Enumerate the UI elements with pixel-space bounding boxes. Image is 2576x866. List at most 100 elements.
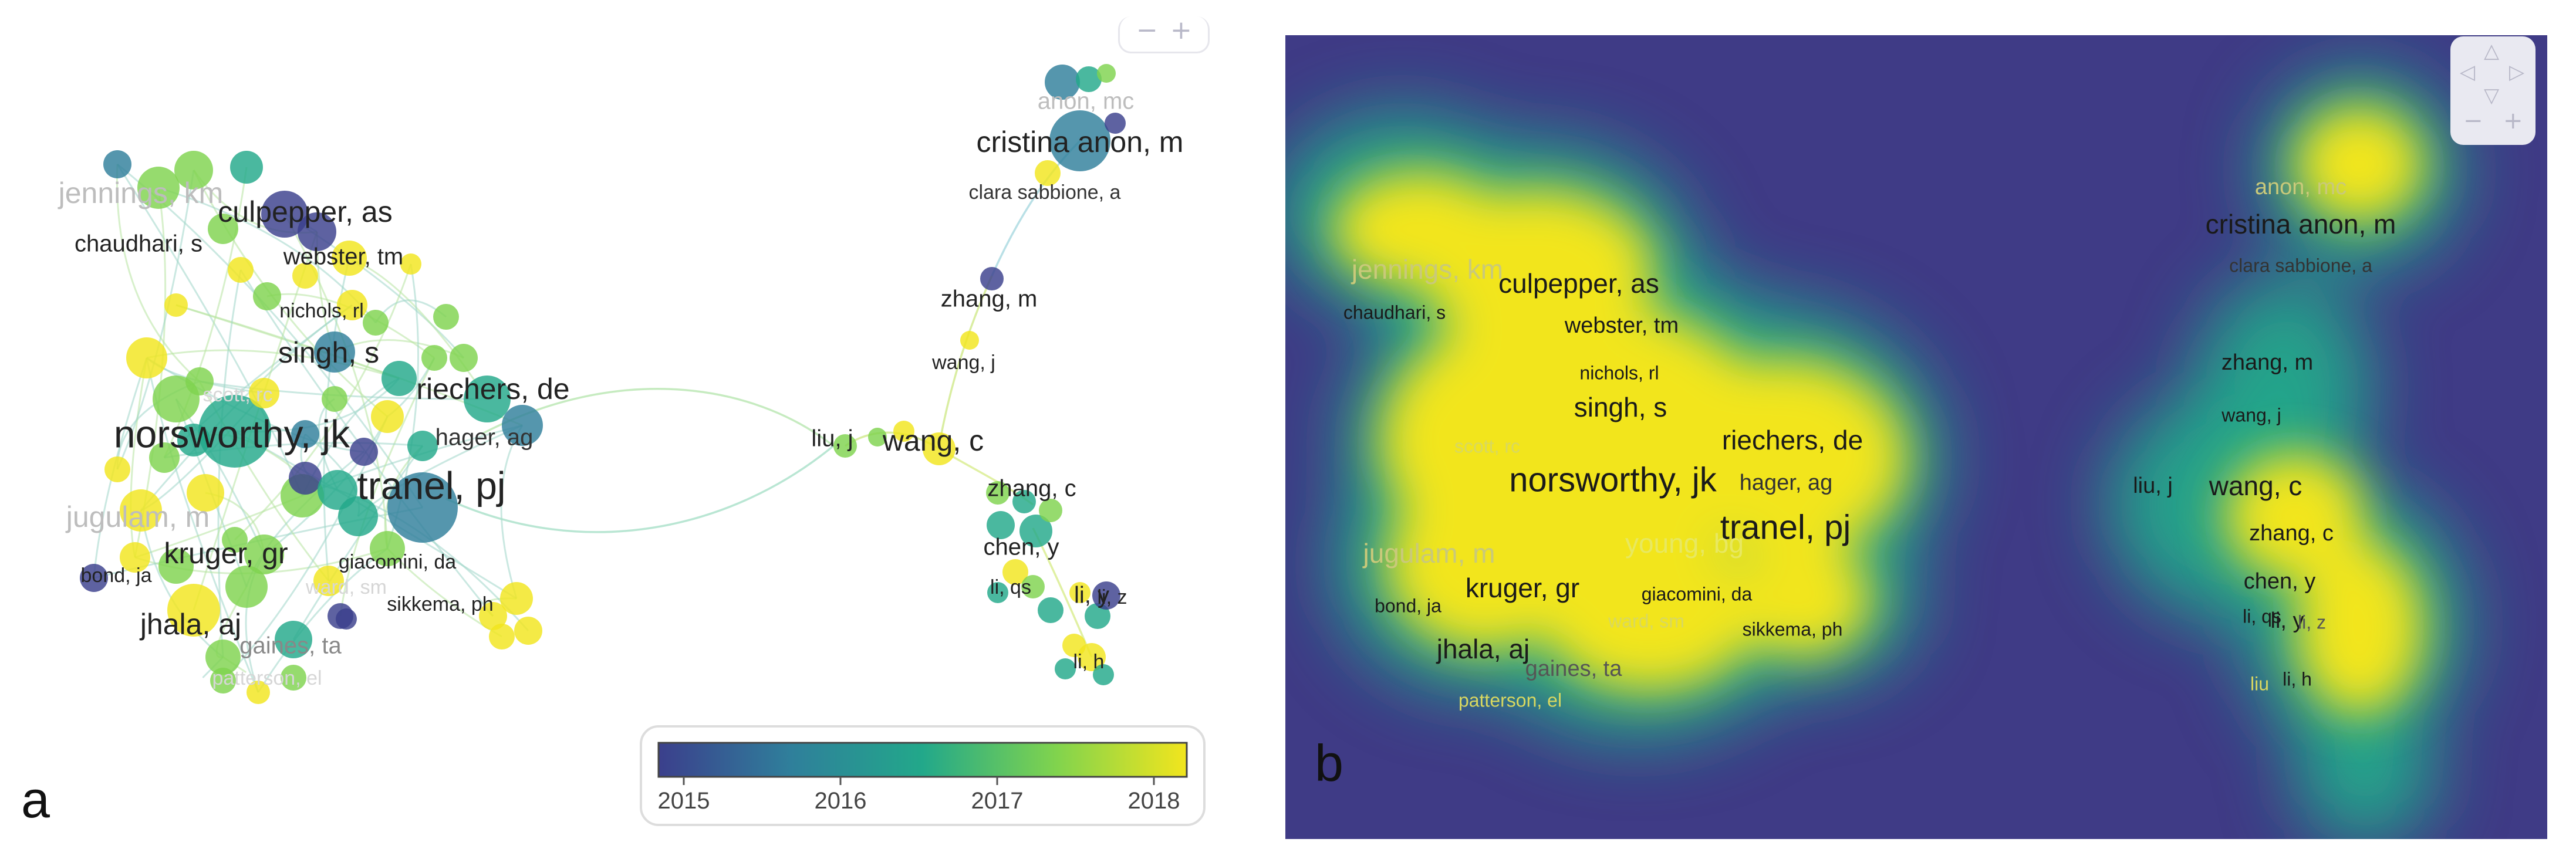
density-label-scott-rc[interactable]: scott, rc — [1454, 435, 1520, 456]
network-node[interactable] — [450, 344, 478, 372]
node-label-chaudhari-s[interactable]: chaudhari, s — [75, 231, 202, 257]
network-node[interactable] — [489, 624, 515, 650]
network-node[interactable] — [1092, 581, 1120, 610]
pan-up-icon[interactable]: △ — [2484, 39, 2500, 63]
density-label-liu[interactable]: liu — [2250, 673, 2269, 694]
network-node[interactable] — [500, 582, 533, 615]
node-label-webster-tm[interactable]: webster, tm — [283, 244, 404, 270]
node-label-zhang-c[interactable]: zhang, c — [987, 476, 1076, 502]
network-node[interactable] — [249, 378, 279, 408]
network-node[interactable] — [149, 442, 180, 473]
network-node[interactable] — [370, 531, 405, 566]
network-node[interactable] — [205, 640, 241, 675]
node-label-li-y[interactable]: li, y — [1074, 583, 1109, 608]
density-label-chaudhari-s[interactable]: chaudhari, s — [1343, 302, 1446, 323]
network-node[interactable] — [868, 428, 887, 446]
network-node[interactable] — [1021, 575, 1045, 598]
network-node[interactable] — [332, 241, 367, 276]
pan-down-icon[interactable]: ▽ — [2484, 84, 2500, 107]
network-node[interactable] — [833, 434, 857, 458]
network-node[interactable] — [1019, 515, 1052, 547]
density-label-tranel-pj[interactable]: tranel, pj — [1720, 508, 1851, 546]
node-label-norsworthy-jk[interactable]: norsworthy, jk — [114, 412, 350, 455]
network-node[interactable] — [479, 602, 507, 630]
node-label-clara-sabbione-a[interactable]: clara sabbione, a — [969, 181, 1121, 204]
node-label-li-z[interactable]: li, z — [1098, 586, 1127, 608]
network-node[interactable] — [1069, 582, 1091, 603]
network-node[interactable] — [1045, 65, 1080, 100]
network-node[interactable] — [923, 432, 956, 465]
network-node[interactable] — [336, 608, 357, 630]
node-label-nichols-rl[interactable]: nichols, rl — [279, 300, 364, 322]
node-label-jugulam-m[interactable]: jugulam, m — [65, 500, 210, 533]
network-node[interactable] — [387, 472, 458, 543]
network-node[interactable] — [322, 386, 347, 412]
network-node[interactable] — [289, 462, 322, 495]
density-label-nichols-rl[interactable]: nichols, rl — [1579, 362, 1659, 383]
node-label-li-h[interactable]: li, h — [1073, 651, 1105, 673]
network-node[interactable] — [960, 331, 979, 350]
network-node[interactable] — [1012, 490, 1036, 513]
density-label-anon-mc[interactable]: anon, mc — [2255, 175, 2347, 199]
density-label-giacomini-da[interactable]: giacomini, da — [1642, 583, 1753, 604]
network-node[interactable] — [225, 566, 268, 608]
network-node[interactable] — [174, 151, 213, 190]
density-label-clara-sabbione-a[interactable]: clara sabbione, a — [2229, 255, 2372, 276]
density-label-bond-ja[interactable]: bond, ja — [1375, 595, 1441, 616]
network-node[interactable] — [164, 293, 188, 317]
network-node[interactable] — [1049, 110, 1110, 171]
network-node[interactable] — [1105, 113, 1126, 134]
network-node[interactable] — [337, 290, 367, 320]
node-label-li-qs[interactable]: li, qs — [990, 576, 1031, 598]
network-node[interactable] — [318, 470, 357, 510]
density-label-young-bg[interactable]: young, bg — [1625, 528, 1744, 559]
network-node[interactable] — [185, 367, 214, 395]
pan-right-icon[interactable]: ▷ — [2509, 60, 2525, 84]
network-node[interactable] — [350, 438, 378, 466]
density-label-webster-tm[interactable]: webster, tm — [1564, 313, 1679, 338]
network-node[interactable] — [253, 282, 281, 310]
node-label-singh-s[interactable]: singh, s — [278, 336, 379, 369]
network-node[interactable] — [381, 361, 417, 396]
density-label-jhala-aj[interactable]: jhala, aj — [1436, 634, 1530, 664]
network-node[interactable] — [1078, 643, 1106, 671]
density-label-singh-s[interactable]: singh, s — [1574, 392, 1667, 422]
network-node[interactable] — [1076, 66, 1102, 92]
node-label-liu-j[interactable]: liu, j — [811, 426, 853, 452]
network-node[interactable] — [187, 474, 224, 512]
network-node[interactable] — [281, 665, 306, 691]
network-node[interactable] — [313, 566, 344, 596]
network-node[interactable] — [120, 542, 150, 573]
pan-left-icon[interactable]: ◁ — [2460, 60, 2476, 84]
network-node[interactable] — [292, 263, 318, 289]
network-node[interactable] — [222, 527, 248, 553]
node-label-wang-j[interactable]: wang, j — [931, 351, 995, 374]
network-node[interactable] — [291, 420, 319, 448]
network-node[interactable] — [986, 481, 1010, 505]
network-node[interactable] — [980, 267, 1004, 290]
density-label-wang-j[interactable]: wang, j — [2221, 404, 2281, 425]
node-label-ward-sm[interactable]: ward, sm — [305, 576, 387, 598]
network-node[interactable] — [158, 549, 194, 584]
network-node[interactable] — [261, 191, 308, 238]
network-node[interactable] — [208, 214, 238, 244]
network-node[interactable] — [230, 151, 263, 184]
network-node[interactable] — [198, 395, 271, 468]
network-node[interactable] — [407, 431, 438, 461]
network-node[interactable] — [371, 400, 404, 433]
panel-b-navigation-controls[interactable]: △ ◁ ▷ ▽ − + — [2450, 36, 2536, 145]
node-label-jennings-km[interactable]: jennings, km — [58, 177, 224, 209]
density-label-zhang-c[interactable]: zhang, c — [2249, 521, 2334, 546]
density-label-sikkema-ph[interactable]: sikkema, ph — [1743, 618, 1843, 640]
network-node[interactable] — [210, 668, 236, 694]
node-label-cristina-anon-m[interactable]: cristina anon, m — [977, 126, 1184, 158]
node-label-hager-ag[interactable]: hager, ag — [435, 425, 534, 451]
network-node[interactable] — [120, 489, 162, 532]
node-label-anon-mc[interactable]: anon, mc — [1038, 89, 1135, 114]
zoom-out-icon[interactable]: − — [2463, 107, 2483, 134]
node-label-culpepper-as[interactable]: culpepper, as — [218, 195, 392, 228]
node-label-wang-c[interactable]: wang, c — [882, 424, 984, 457]
network-node[interactable] — [298, 212, 336, 251]
density-label-hager-ag[interactable]: hager, ag — [1740, 471, 1832, 495]
